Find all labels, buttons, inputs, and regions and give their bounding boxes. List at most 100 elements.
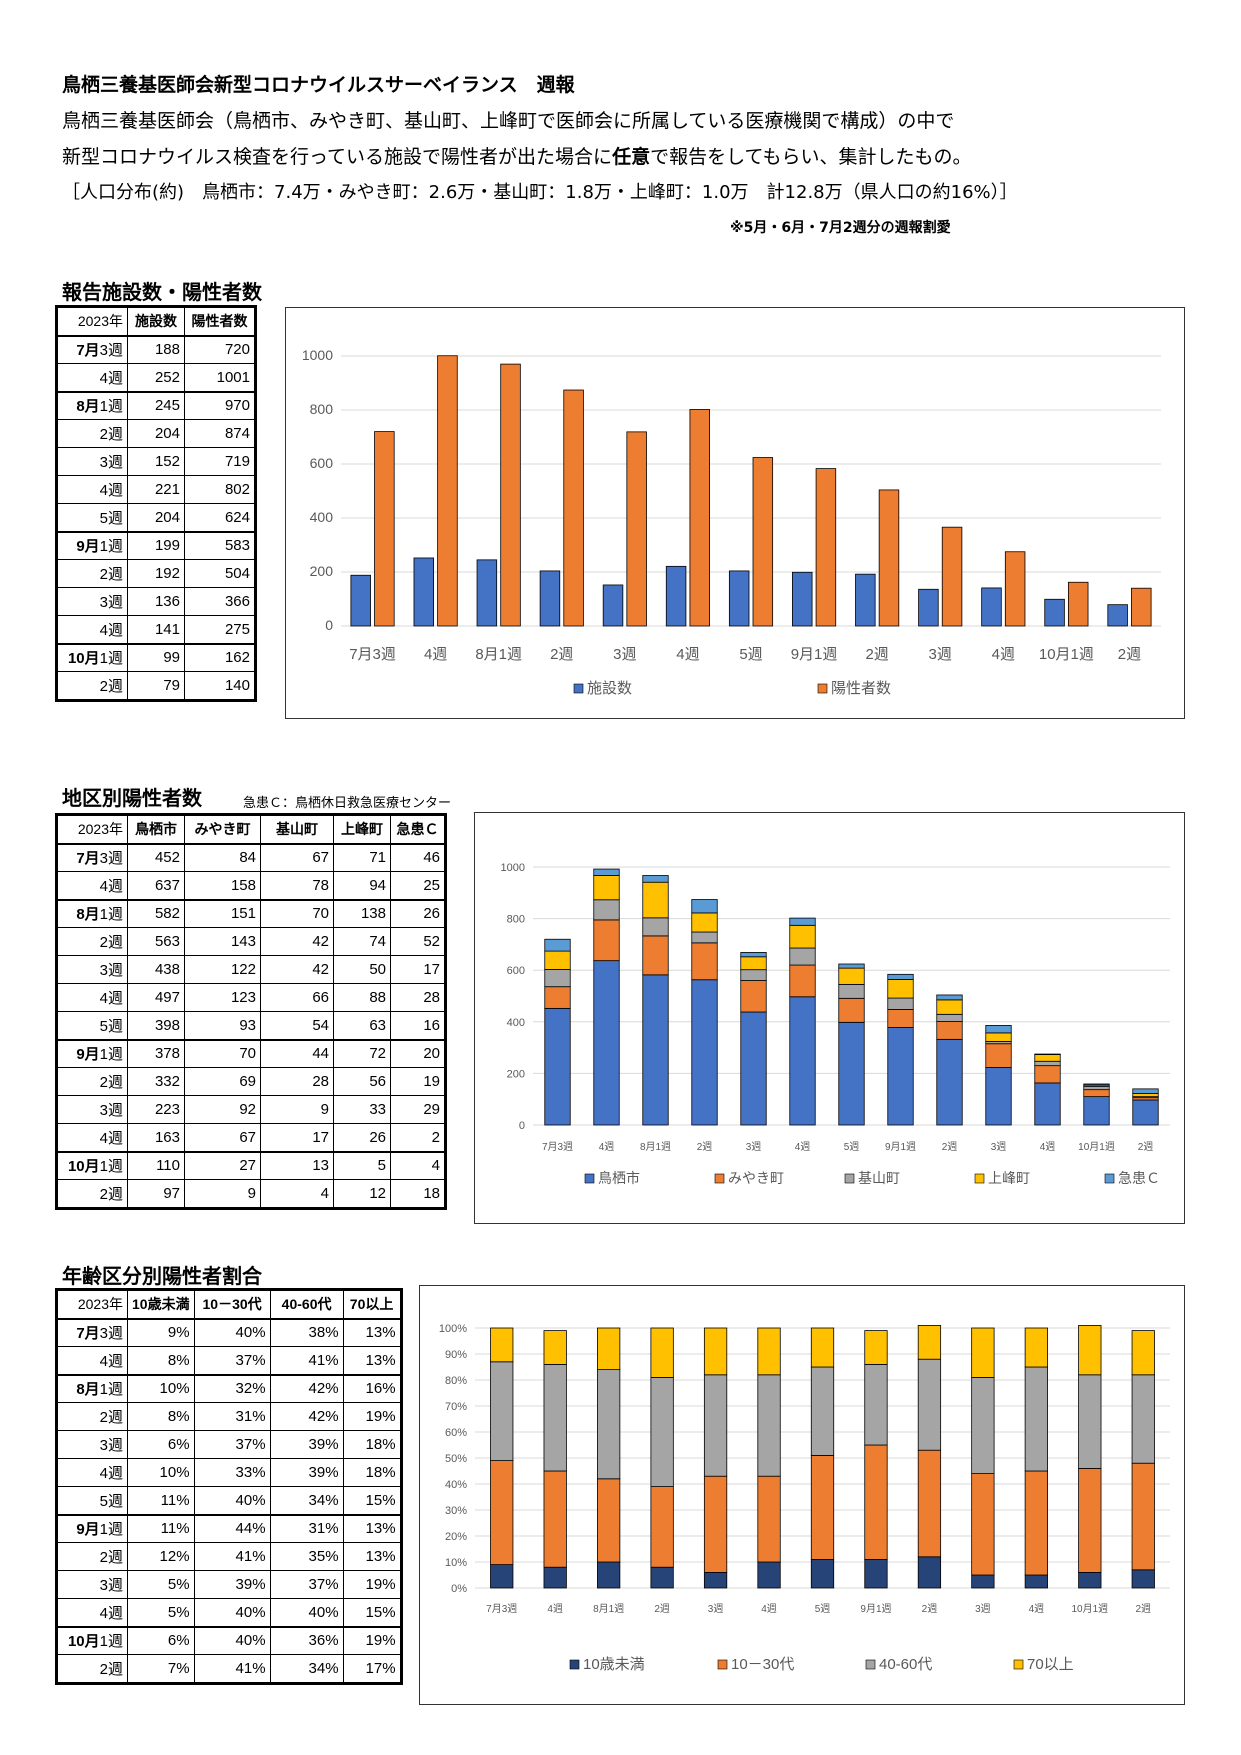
legend-label: 10－30代 xyxy=(731,1656,794,1673)
bar-segment xyxy=(740,1011,767,1126)
table-cell: 74 xyxy=(333,927,391,956)
month-label: 7月 xyxy=(76,342,100,360)
table-cell: 40% xyxy=(269,1598,344,1627)
table-cell: 20 xyxy=(390,1038,445,1068)
bar xyxy=(981,587,1002,627)
x-tick-label: 4週 xyxy=(676,646,699,663)
table-cell: 245 xyxy=(127,390,185,420)
week-label: 10月1週 xyxy=(57,642,128,672)
table-cell: 36% xyxy=(269,1625,344,1655)
week-label: 2週 xyxy=(57,1179,128,1208)
month-label: 10月 xyxy=(67,1633,100,1651)
bar-segment xyxy=(789,917,816,926)
bar-segment xyxy=(838,1021,865,1126)
bar-segment xyxy=(1024,1574,1048,1589)
bar-segment xyxy=(864,1364,888,1446)
week-label: 7月3週 xyxy=(57,1317,128,1347)
chart1-frame: 0 200 400 600 800 1000 7月3週 4週 8月1週 2週 3週 4週 5週 9月1週 2… xyxy=(285,307,1185,719)
x-tick-label: 4週 xyxy=(547,1603,563,1615)
table-cell: 40% xyxy=(193,1625,271,1655)
y-tick-label: 0% xyxy=(451,1583,467,1595)
week-label: 4週 xyxy=(57,983,128,1012)
x-tick-label: 3週 xyxy=(746,1141,762,1153)
bar-segment xyxy=(1078,1571,1102,1589)
bar-segment xyxy=(917,1325,942,1360)
header-row: 2023年 10歳未満 10－30代 40-60代 70以上 xyxy=(57,1290,401,1319)
bar-segment xyxy=(597,1369,621,1480)
bar xyxy=(350,574,371,627)
week-label: 2週 xyxy=(57,1402,128,1431)
x-tick-label: 9月1週 xyxy=(885,1141,916,1153)
table-cell: 19 xyxy=(390,1067,445,1096)
table-cell: 15% xyxy=(342,1486,401,1515)
bar-segment xyxy=(691,931,718,944)
table-cell: 37% xyxy=(269,1570,344,1599)
table-cell: 17 xyxy=(390,955,445,984)
legend-label: 70以上 xyxy=(1027,1656,1074,1673)
table-cell: 34% xyxy=(269,1654,344,1683)
bar-segment xyxy=(810,1454,835,1560)
table-row: 2週 563 143 42 74 52 xyxy=(57,927,445,956)
table-row: 2週 8% 31% 42% 19% xyxy=(57,1402,401,1431)
table-row: 3週 438 122 42 50 17 xyxy=(57,955,445,984)
bar xyxy=(1107,604,1128,627)
bar-segment xyxy=(642,935,669,976)
x-tick-label: 7月3週 xyxy=(349,646,396,663)
x-tick-label: 2週 xyxy=(1135,1603,1151,1615)
week-label: 4週 xyxy=(57,1458,128,1487)
table-cell: 54 xyxy=(260,1011,334,1040)
bar-segment xyxy=(597,1478,621,1563)
table-cell: 5% xyxy=(127,1570,195,1599)
chart2-frame: 0 200 400 600 800 1000 7月3週 4週 8月1週 2週 3週 4週 5週 9月1週 2… xyxy=(474,812,1185,1224)
table-cell: 18% xyxy=(342,1458,401,1487)
table-cell: 99 xyxy=(127,642,185,672)
bar xyxy=(815,468,837,627)
bar xyxy=(855,573,876,627)
bar xyxy=(918,588,939,627)
bar-segment xyxy=(887,1009,914,1028)
bar-segment xyxy=(740,951,767,958)
x-tick-label: 4週 xyxy=(1040,1141,1056,1153)
week-label: 3週 xyxy=(57,1430,128,1459)
table-cell: 8% xyxy=(127,1402,195,1431)
bar-segment xyxy=(1034,1060,1061,1067)
table-cell: 158 xyxy=(184,871,261,900)
bar-segment xyxy=(810,1558,835,1589)
table-cell: 332 xyxy=(127,1067,185,1096)
bar-segment xyxy=(1034,1054,1061,1062)
table-cell: 71 xyxy=(333,842,391,872)
legend-label: 上峰町 xyxy=(988,1170,1030,1186)
report-title: 鳥栖三養基医師会新型コロナウイルスサーベイランス 週報 xyxy=(62,74,575,96)
section2-title: 地区別陽性者数 xyxy=(62,786,202,810)
table-cell: 6% xyxy=(127,1430,195,1459)
table-cell: 1001 xyxy=(184,363,255,392)
column-header: 陽性者数 xyxy=(184,307,255,336)
table-cell: 66 xyxy=(260,983,334,1012)
month-label: 8月 xyxy=(76,398,100,416)
legend-label: 陽性者数 xyxy=(831,680,891,697)
x-tick-label: 7月3週 xyxy=(486,1603,517,1615)
table-cell: 378 xyxy=(127,1038,185,1068)
table-cell: 70 xyxy=(184,1038,261,1068)
bar-segment xyxy=(1078,1467,1102,1573)
bar-segment xyxy=(1034,1053,1061,1055)
column-header: 40-60代 xyxy=(269,1290,344,1319)
header-row: 2023年 施設数 陽性者数 xyxy=(57,307,255,336)
x-tick-label: 8月1週 xyxy=(640,1141,671,1153)
week-label: 3週 xyxy=(57,447,128,476)
table-cell: 13% xyxy=(342,1346,401,1375)
bar-segment xyxy=(971,1574,995,1589)
bar-segment xyxy=(810,1366,835,1456)
table-row: 2週 97 9 4 12 18 xyxy=(57,1179,445,1208)
facility-positive-chart: 0 200 400 600 800 1000 7月3週 4週 8月1週 2週 3週 4週 5週 9月1週 2… xyxy=(302,347,1161,697)
y-tick-label: 600 xyxy=(507,965,525,977)
week-label: 10月1週 xyxy=(57,1150,128,1180)
y-tick-label: 70% xyxy=(445,1401,467,1413)
table-cell: 88 xyxy=(333,983,391,1012)
bar-segment xyxy=(1131,1569,1155,1589)
bar-segment xyxy=(757,1475,781,1563)
table-cell: 152 xyxy=(127,447,185,476)
bar xyxy=(500,363,521,627)
week-label: 4週 xyxy=(57,615,128,644)
bar-segment xyxy=(1131,1462,1155,1571)
